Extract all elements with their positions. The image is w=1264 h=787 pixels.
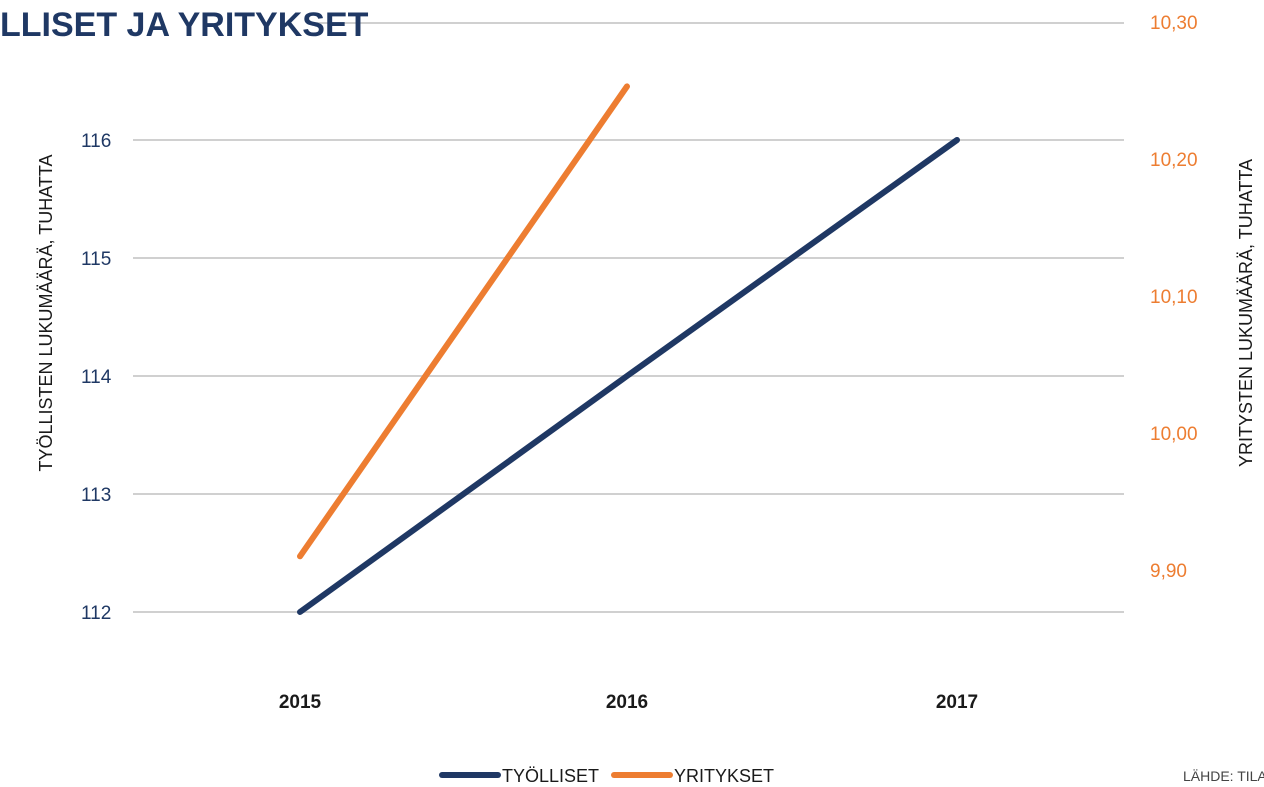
left-axis-label: TYÖLLISTEN LUKUMÄÄRÄ, TUHATTA [36, 154, 56, 471]
left-tick-label: 112 [81, 603, 111, 624]
right-tick-label: 10,10 [1150, 287, 1198, 308]
right-tick-label: 10,30 [1150, 13, 1198, 34]
series-line-työlliset [297, 137, 960, 615]
right-tick-label: 10,20 [1150, 150, 1198, 171]
x-tick-label: 2015 [279, 692, 322, 713]
legend-label: YRITYKSET [674, 766, 774, 786]
left-tick-label: 116 [81, 131, 111, 152]
series-line-yritykset [297, 83, 630, 560]
x-tick-label: 2016 [606, 692, 648, 713]
source-note: LÄHDE: TILAS [1183, 768, 1264, 784]
left-tick-label: 114 [81, 367, 112, 388]
x-tick-label: 2017 [936, 692, 978, 713]
left-tick-label: 113 [81, 485, 111, 506]
right-tick-label: 9,90 [1150, 561, 1187, 582]
x-axis-ticks: 2015 2016 2017 [279, 692, 978, 713]
chart-title: LLISET JA YRITYKSET [0, 6, 369, 44]
right-axis-label: YRITYSTEN LUKUMÄÄRÄ, TUHATTA [1236, 159, 1256, 467]
left-tick-label: 115 [81, 249, 111, 270]
legend: TYÖLLISET YRITYKSET [439, 766, 774, 786]
left-axis-ticks: 112 113 114 115 116 [81, 131, 112, 624]
series-lines [297, 83, 960, 615]
right-tick-label: 10,00 [1150, 424, 1198, 445]
right-axis-ticks: 9,90 10,00 10,10 10,20 10,30 [1150, 13, 1198, 582]
legend-label: TYÖLLISET [502, 766, 599, 786]
